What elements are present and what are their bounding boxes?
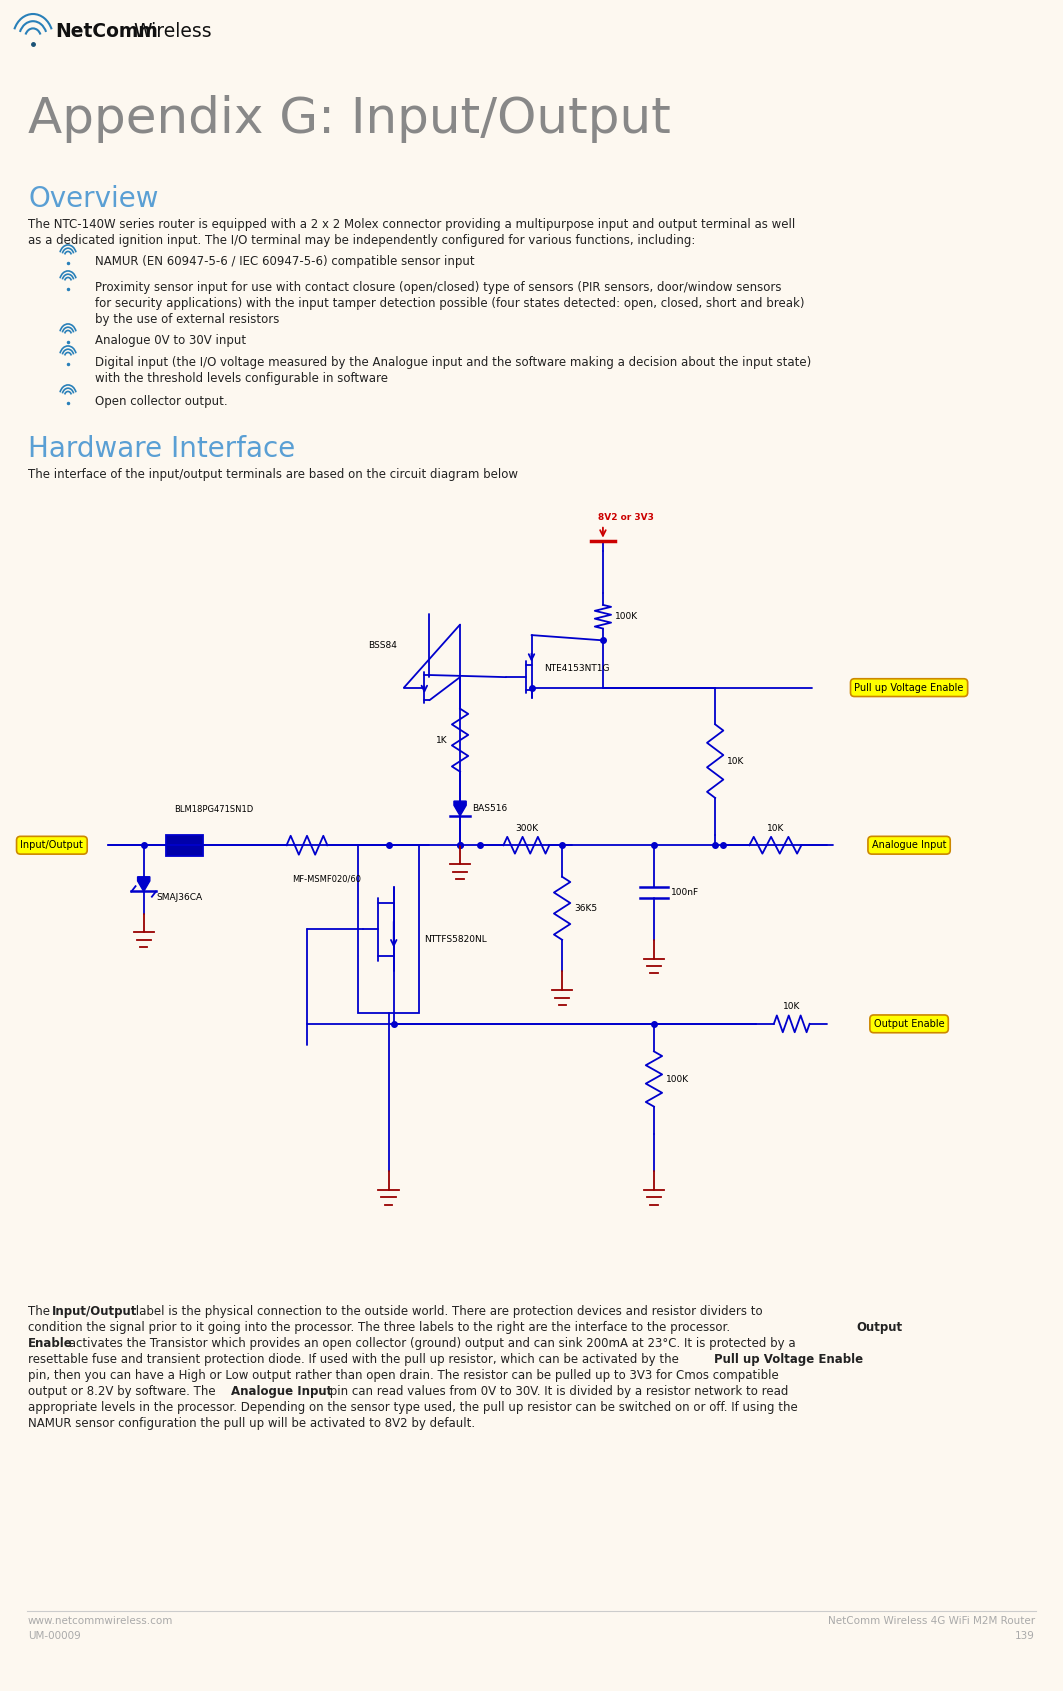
Text: with the threshold levels configurable in software: with the threshold levels configurable i… xyxy=(95,372,388,386)
Text: www.netcommwireless.com: www.netcommwireless.com xyxy=(28,1617,173,1627)
Text: Analogue Input: Analogue Input xyxy=(872,840,946,851)
Text: Hardware Interface: Hardware Interface xyxy=(28,435,296,463)
Text: NetComm Wireless 4G WiFi M2M Router: NetComm Wireless 4G WiFi M2M Router xyxy=(828,1617,1035,1627)
Text: 300K: 300K xyxy=(514,824,538,832)
Text: output or 8.2V by software. The: output or 8.2V by software. The xyxy=(28,1385,219,1398)
Text: resettable fuse and transient protection diode. If used with the pull up resisto: resettable fuse and transient protection… xyxy=(28,1353,682,1366)
Text: 100K: 100K xyxy=(667,1074,689,1084)
Text: pin can read values from 0V to 30V. It is divided by a resistor network to read: pin can read values from 0V to 30V. It i… xyxy=(326,1385,789,1398)
Text: as a dedicated ignition input. The I/O terminal may be independently configured : as a dedicated ignition input. The I/O t… xyxy=(28,233,695,247)
Text: Input/Output: Input/Output xyxy=(20,840,83,851)
FancyArrow shape xyxy=(454,802,467,815)
Text: The: The xyxy=(28,1305,54,1317)
Text: Enable: Enable xyxy=(28,1338,72,1349)
Text: Open collector output.: Open collector output. xyxy=(95,396,227,408)
Text: Appendix G: Input/Output: Appendix G: Input/Output xyxy=(28,95,671,144)
Text: Pull up Voltage Enable: Pull up Voltage Enable xyxy=(855,683,964,693)
Text: SMAJ36CA: SMAJ36CA xyxy=(156,893,202,903)
Text: Pull up Voltage Enable: Pull up Voltage Enable xyxy=(714,1353,863,1366)
Text: UM-00009: UM-00009 xyxy=(28,1632,81,1640)
Text: Output Enable: Output Enable xyxy=(874,1020,944,1028)
Text: activates the Transistor which provides an open collector (ground) output and ca: activates the Transistor which provides … xyxy=(65,1338,795,1349)
Text: 1K: 1K xyxy=(436,736,448,744)
Bar xyxy=(166,835,203,856)
Text: The interface of the input/output terminals are based on the circuit diagram bel: The interface of the input/output termin… xyxy=(28,468,518,480)
Text: 100nF: 100nF xyxy=(672,888,699,896)
Text: condition the signal prior to it going into the processor. The three labels to t: condition the signal prior to it going i… xyxy=(28,1321,733,1334)
Bar xyxy=(358,846,419,1013)
Text: Input/Output: Input/Output xyxy=(52,1305,137,1317)
Text: Digital input (the I/O voltage measured by the Analogue input and the software m: Digital input (the I/O voltage measured … xyxy=(95,357,811,369)
Text: The NTC-140W series router is equipped with a 2 x 2 Molex connector providing a : The NTC-140W series router is equipped w… xyxy=(28,218,795,232)
Text: 8V2 or 3V3: 8V2 or 3V3 xyxy=(597,512,654,521)
Text: label is the physical connection to the outside world. There are protection devi: label is the physical connection to the … xyxy=(132,1305,762,1317)
Text: 10K: 10K xyxy=(783,1003,800,1011)
Text: 10K: 10K xyxy=(727,756,745,766)
Text: BLM18PG471SN1D: BLM18PG471SN1D xyxy=(174,805,254,813)
Text: Overview: Overview xyxy=(28,184,158,213)
Text: for security applications) with the input tamper detection possible (four states: for security applications) with the inpu… xyxy=(95,298,805,309)
Text: 100K: 100K xyxy=(615,612,638,621)
Text: NAMUR (EN 60947-5-6 / IEC 60947-5-6) compatible sensor input: NAMUR (EN 60947-5-6 / IEC 60947-5-6) com… xyxy=(95,255,474,267)
Text: BAS516: BAS516 xyxy=(472,803,507,813)
Text: pin, then you can have a High or Low output rather than open drain. The resistor: pin, then you can have a High or Low out… xyxy=(28,1370,779,1382)
Text: Wireless: Wireless xyxy=(133,22,212,41)
Text: 139: 139 xyxy=(1015,1632,1035,1640)
Text: 10K: 10K xyxy=(766,824,784,832)
Text: Output: Output xyxy=(856,1321,902,1334)
Text: Analogue 0V to 30V input: Analogue 0V to 30V input xyxy=(95,335,247,347)
Text: Analogue Input: Analogue Input xyxy=(231,1385,333,1398)
Text: NTTFS5820NL: NTTFS5820NL xyxy=(424,935,487,944)
Text: BSS84: BSS84 xyxy=(368,641,398,649)
Text: Proximity sensor input for use with contact closure (open/closed) type of sensor: Proximity sensor input for use with cont… xyxy=(95,281,781,294)
Text: NTE4153NT1G: NTE4153NT1G xyxy=(544,665,609,673)
Text: by the use of external resistors: by the use of external resistors xyxy=(95,313,280,326)
Text: 36K5: 36K5 xyxy=(574,903,597,913)
Text: appropriate levels in the processor. Depending on the sensor type used, the pull: appropriate levels in the processor. Dep… xyxy=(28,1402,797,1414)
FancyArrow shape xyxy=(137,876,150,891)
Text: NAMUR sensor configuration the pull up will be activated to 8V2 by default.: NAMUR sensor configuration the pull up w… xyxy=(28,1417,475,1431)
Text: MF-MSMF020/60: MF-MSMF020/60 xyxy=(291,874,360,884)
Text: NetComm: NetComm xyxy=(55,22,158,41)
